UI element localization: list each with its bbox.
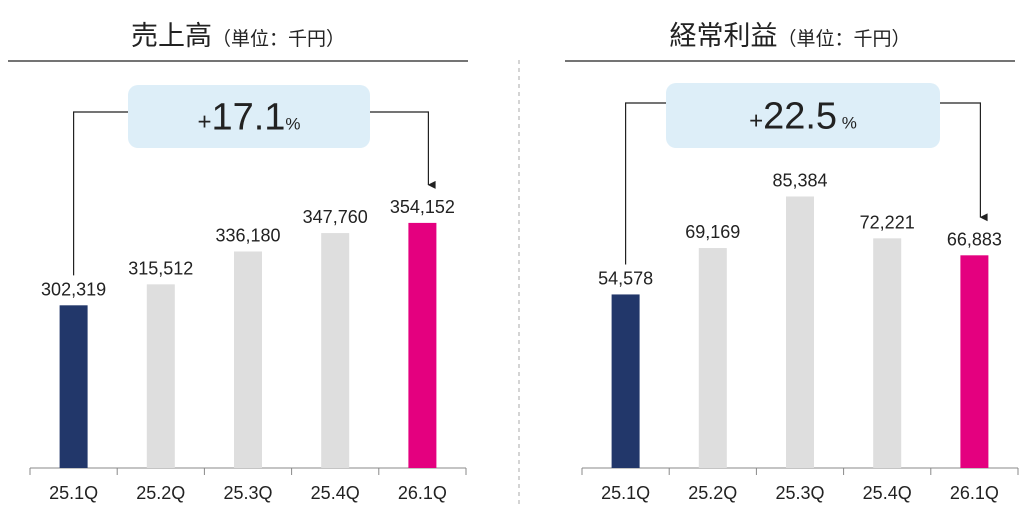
value-label: 354,152 — [390, 197, 455, 217]
growth-label: +17.1% — [197, 97, 300, 139]
growth-label: +22.5 % — [749, 96, 857, 138]
bar — [960, 255, 989, 468]
growth-box — [666, 83, 940, 148]
x-tick-label: 25.4Q — [311, 483, 360, 503]
bracket-line — [72, 111, 128, 276]
bar — [59, 305, 88, 468]
value-label: 69,169 — [685, 222, 740, 242]
chart-title: 経常利益（単位：千円） — [669, 21, 910, 51]
x-tick-label: 25.1Q — [49, 483, 98, 503]
bracket-line — [624, 102, 666, 265]
x-tick-label: 26.1Q — [950, 483, 999, 503]
value-label: 336,180 — [215, 225, 280, 245]
x-tick-label: 26.1Q — [398, 483, 447, 503]
bar — [873, 238, 902, 468]
growth-value: 17.1 — [211, 97, 285, 139]
bar — [786, 196, 814, 468]
value-label: 302,319 — [41, 279, 106, 299]
x-tick-label: 25.2Q — [688, 483, 737, 503]
x-tick-label: 25.2Q — [136, 483, 185, 503]
bracket-arrow — [370, 111, 436, 189]
chart-title: 売上高（単位：千円） — [131, 21, 345, 51]
growth-prefix: + — [749, 108, 763, 135]
x-tick-label: 25.1Q — [601, 483, 650, 503]
value-label: 54,578 — [598, 268, 653, 288]
growth-suffix: % — [285, 115, 300, 134]
bar — [611, 294, 640, 468]
x-tick-label: 25.3Q — [775, 483, 824, 503]
title-main: 経常利益 — [669, 21, 777, 51]
bar — [146, 284, 175, 468]
value-label: 66,883 — [947, 229, 1002, 249]
value-label: 85,384 — [772, 170, 827, 190]
title-unit: （単位：千円） — [212, 28, 345, 50]
value-label: 347,760 — [303, 207, 368, 227]
growth-suffix: % — [837, 114, 857, 133]
value-label: 315,512 — [128, 258, 193, 278]
bracket-arrow — [940, 102, 988, 222]
x-tick-label: 25.3Q — [223, 483, 272, 503]
bar — [321, 233, 350, 468]
bar — [698, 248, 727, 468]
value-label: 72,221 — [860, 212, 915, 232]
bar — [408, 222, 437, 468]
x-tick-label: 25.4Q — [863, 483, 912, 503]
growth-value: 22.5 — [763, 96, 837, 138]
growth-prefix: + — [197, 109, 211, 136]
growth-box — [128, 85, 370, 148]
title-main: 売上高 — [131, 21, 212, 51]
title-unit: （単位：千円） — [777, 28, 910, 50]
bar — [234, 251, 262, 468]
